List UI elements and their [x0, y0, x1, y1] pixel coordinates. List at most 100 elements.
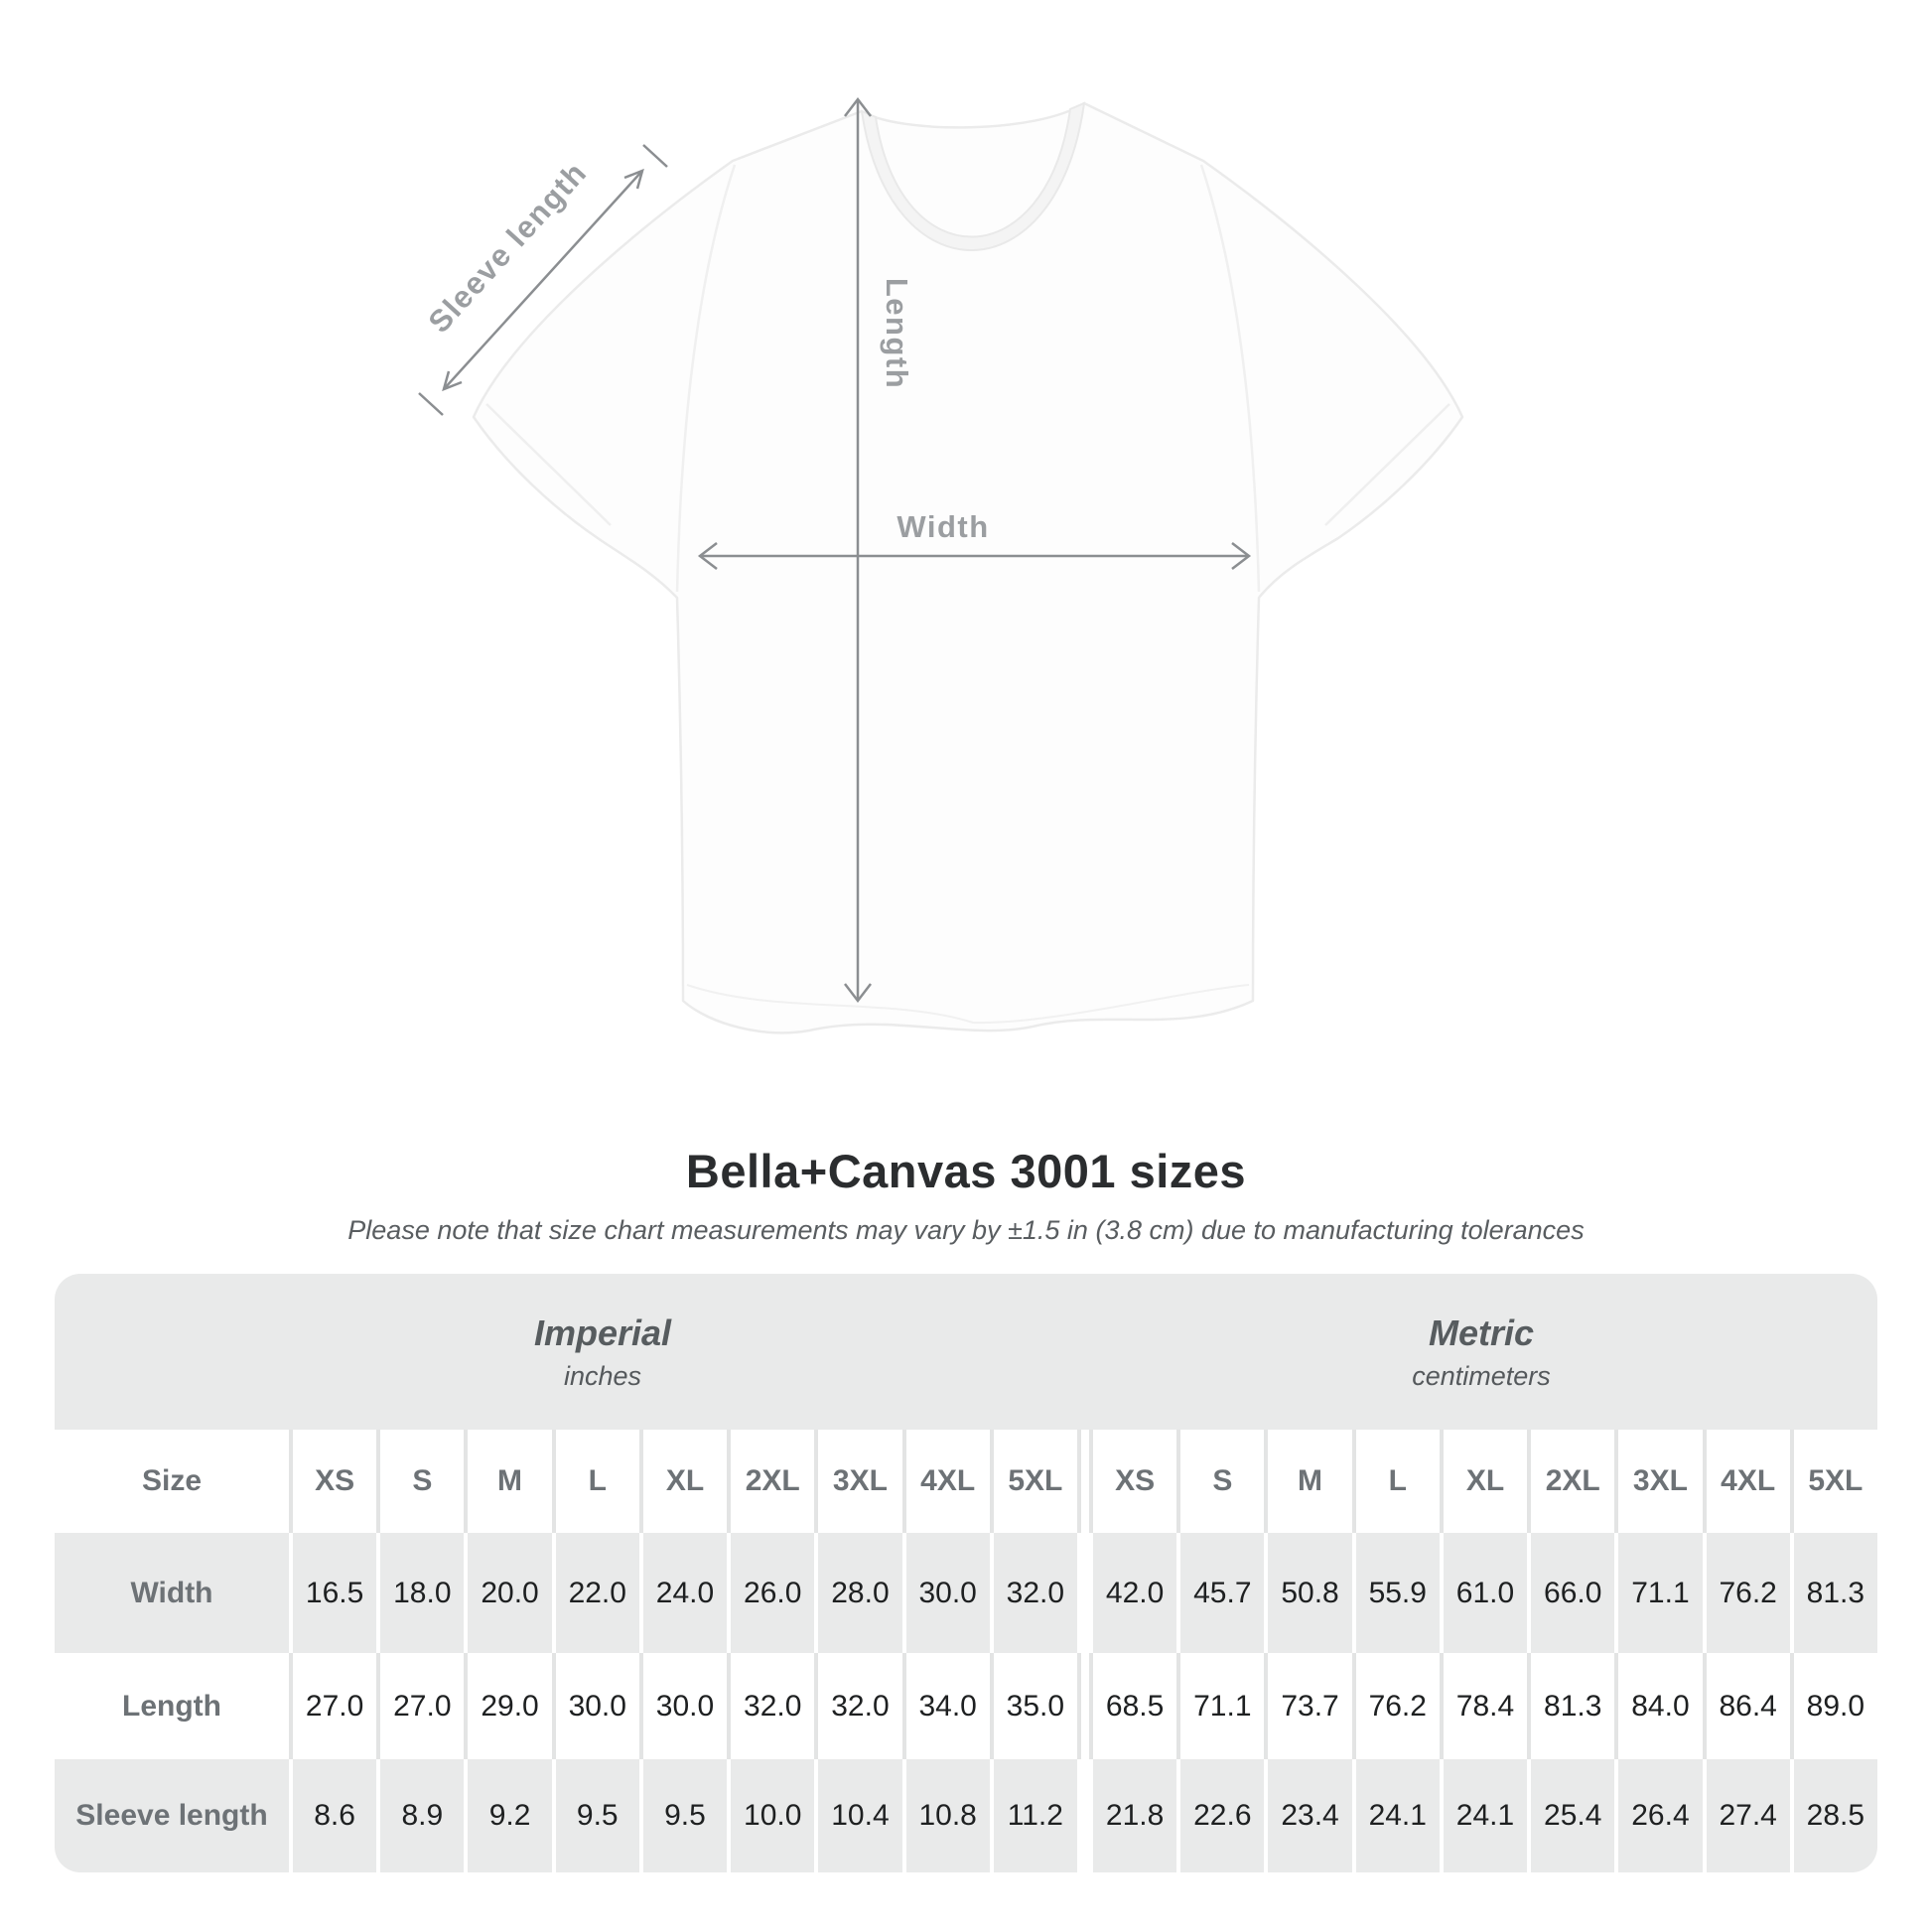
sleeve-metric-value: 22.6	[1176, 1759, 1265, 1872]
width-metric-value: 42.0	[1088, 1533, 1177, 1653]
width-arrow	[697, 542, 1252, 570]
length-imperial-value: 29.0	[464, 1653, 551, 1759]
sleeve-imperial-value: 8.9	[376, 1759, 465, 1872]
size-header-imperial: 4XL	[901, 1430, 990, 1533]
sleeve-imperial-value: 9.2	[464, 1759, 552, 1872]
collar-band	[860, 101, 1086, 251]
armhole-seam-right	[1199, 164, 1261, 593]
width-metric-value: 50.8	[1264, 1533, 1352, 1653]
width-label: Width	[897, 509, 989, 544]
length-imperial-value: 32.0	[814, 1653, 901, 1759]
length-metric-value: 76.2	[1351, 1653, 1440, 1759]
length-imperial-value: 27.0	[376, 1653, 464, 1759]
size-header-metric: 2XL	[1527, 1430, 1614, 1533]
size-header-metric: S	[1176, 1430, 1264, 1533]
length-imperial-value: 35.0	[989, 1653, 1077, 1759]
sleeve-metric-value: 24.1	[1439, 1759, 1528, 1872]
size-header-imperial: XS	[289, 1430, 376, 1533]
sleeve-imperial-value: 9.5	[638, 1759, 728, 1872]
size-header-metric: M	[1264, 1430, 1351, 1533]
width-metric-value: 45.7	[1176, 1533, 1265, 1653]
size-header-imperial: S	[376, 1430, 464, 1533]
sleeve-metric-value: 23.4	[1264, 1759, 1352, 1872]
width-metric-value: 81.3	[1789, 1533, 1877, 1653]
size-header-metric: 4XL	[1702, 1430, 1790, 1533]
row-label-length: Length	[122, 1689, 221, 1723]
width-imperial-value: 20.0	[464, 1533, 552, 1653]
imperial-unit: inches	[563, 1360, 642, 1391]
size-header-metric: XL	[1439, 1430, 1527, 1533]
length-imperial-value: 34.0	[901, 1653, 990, 1759]
width-imperial-value: 22.0	[551, 1533, 639, 1653]
size-header-metric: 5XL	[1789, 1430, 1877, 1533]
width-metric-value: 76.2	[1702, 1533, 1790, 1653]
sleeve-metric-value: 26.4	[1614, 1759, 1703, 1872]
length-imperial-value: 30.0	[638, 1653, 727, 1759]
sleeve-metric-value: 28.5	[1789, 1759, 1877, 1872]
sleeve-imperial-value: 11.2	[989, 1759, 1077, 1872]
size-header-imperial: 5XL	[989, 1430, 1077, 1533]
width-imperial-value: 16.5	[289, 1533, 377, 1653]
length-label: Length	[880, 278, 914, 389]
width-metric-value: 61.0	[1439, 1533, 1528, 1653]
length-imperial-value: 27.0	[289, 1653, 376, 1759]
group-gap	[1076, 1653, 1089, 1759]
sleeve-metric-value: 25.4	[1527, 1759, 1615, 1872]
row-label-width: Width	[55, 1533, 289, 1653]
width-imperial-value: 30.0	[901, 1533, 990, 1653]
page-title: Bella+Canvas 3001 sizes	[685, 1145, 1247, 1197]
width-imperial-value: 18.0	[376, 1533, 465, 1653]
group-gap	[1076, 1430, 1089, 1533]
size-header-metric: 3XL	[1614, 1430, 1702, 1533]
sleeve-length-arrow	[418, 144, 668, 416]
sleeve-imperial-value: 9.5	[551, 1759, 639, 1872]
width-metric-value: 66.0	[1527, 1533, 1615, 1653]
width-metric-value: 71.1	[1614, 1533, 1703, 1653]
table-row-sleeve-length: Sleeve length 8.6 8.9 9.2 9.5 9.5 10.0 1…	[55, 1759, 1877, 1872]
length-metric-value: 81.3	[1527, 1653, 1614, 1759]
length-imperial-value: 30.0	[551, 1653, 639, 1759]
length-metric-value: 73.7	[1264, 1653, 1351, 1759]
length-metric-value: 78.4	[1439, 1653, 1527, 1759]
tshirt-measurement-diagram: Sleeve length Length Width	[418, 96, 1464, 1035]
width-metric-value: 55.9	[1351, 1533, 1440, 1653]
sleeve-imperial-value: 10.8	[901, 1759, 990, 1872]
page-subtitle: Please note that size chart measurements…	[347, 1215, 1585, 1245]
group-gap	[1076, 1533, 1089, 1653]
length-metric-value: 71.1	[1176, 1653, 1264, 1759]
size-header-imperial: XL	[638, 1430, 727, 1533]
length-imperial-value: 32.0	[727, 1653, 814, 1759]
armhole-seam-left	[675, 164, 737, 593]
unit-header-band: Imperial inches Metric centimeters	[55, 1274, 1877, 1430]
width-imperial-value: 32.0	[989, 1533, 1077, 1653]
width-imperial-value: 26.0	[727, 1533, 815, 1653]
cuff-fold-left	[485, 403, 612, 526]
length-metric-value: 86.4	[1702, 1653, 1790, 1759]
size-header-imperial: M	[464, 1430, 551, 1533]
sleeve-imperial-value: 10.0	[727, 1759, 815, 1872]
sleeve-metric-value: 27.4	[1702, 1759, 1790, 1872]
length-metric-value: 89.0	[1789, 1653, 1877, 1759]
length-arrow	[844, 96, 872, 1004]
imperial-label: Imperial	[533, 1311, 672, 1353]
metric-label: Metric	[1428, 1311, 1535, 1353]
size-header-imperial: 2XL	[727, 1430, 814, 1533]
cuff-fold-right	[1324, 403, 1450, 526]
table-row-width: Width 16.5 18.0 20.0 22.0 24.0 26.0 28.0…	[55, 1533, 1877, 1653]
table-row-length: Length 27.0 27.0 29.0 30.0 30.0 32.0 32.…	[55, 1653, 1877, 1759]
sleeve-metric-value: 21.8	[1088, 1759, 1177, 1872]
group-gap	[1076, 1759, 1089, 1872]
length-metric-value: 68.5	[1088, 1653, 1176, 1759]
sleeve-imperial-value: 8.6	[289, 1759, 377, 1872]
size-header-imperial: L	[551, 1430, 639, 1533]
size-header-imperial: 3XL	[814, 1430, 901, 1533]
hem-fold	[686, 984, 1250, 1025]
size-header-metric: L	[1351, 1430, 1440, 1533]
tshirt-silhouette	[472, 101, 1464, 1035]
metric-unit: centimeters	[1412, 1360, 1551, 1391]
size-table: Imperial inches Metric centimeters Size …	[55, 1274, 1877, 1872]
row-label-sleeve-length: Sleeve length	[55, 1759, 289, 1872]
unit-group-imperial: Imperial inches	[55, 1274, 1085, 1430]
sleeve-imperial-value: 10.4	[814, 1759, 902, 1872]
